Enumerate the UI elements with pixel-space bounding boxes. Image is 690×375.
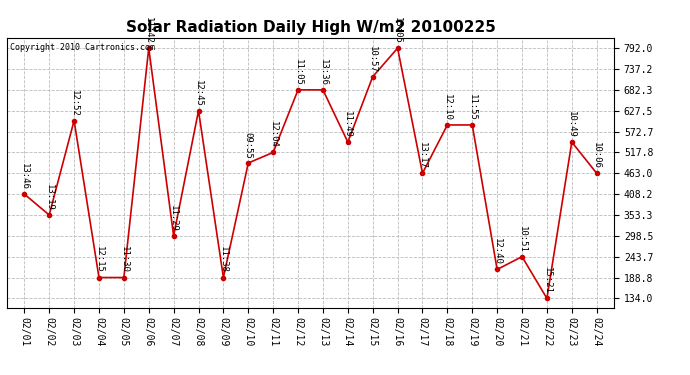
Text: 12:04: 12:04: [268, 122, 277, 148]
Text: 10:49: 10:49: [567, 111, 576, 138]
Text: 13:46: 13:46: [20, 163, 29, 190]
Text: 10:51: 10:51: [518, 226, 526, 252]
Text: 11:42: 11:42: [144, 17, 153, 44]
Text: 13:19: 13:19: [45, 184, 54, 211]
Text: 11:05: 11:05: [293, 59, 302, 86]
Text: 09:55: 09:55: [244, 132, 253, 159]
Text: 10:57: 10:57: [368, 46, 377, 72]
Text: 12:40: 12:40: [493, 238, 502, 265]
Text: Copyright 2010 Cartronics.com: Copyright 2010 Cartronics.com: [10, 43, 155, 52]
Text: 11:55: 11:55: [468, 94, 477, 121]
Text: 13:05: 13:05: [393, 17, 402, 44]
Text: 10:06: 10:06: [592, 142, 601, 169]
Text: 12:52: 12:52: [70, 90, 79, 116]
Text: 11:38: 11:38: [219, 246, 228, 273]
Text: 11:29: 11:29: [169, 205, 178, 232]
Text: 13:17: 13:17: [418, 142, 427, 169]
Text: 12:10: 12:10: [443, 94, 452, 121]
Text: 13:36: 13:36: [319, 59, 328, 86]
Text: 12:45: 12:45: [194, 80, 203, 106]
Text: 11:49: 11:49: [344, 111, 353, 138]
Text: 11:30: 11:30: [119, 246, 128, 273]
Title: Solar Radiation Daily High W/m2 20100225: Solar Radiation Daily High W/m2 20100225: [126, 20, 495, 35]
Text: 15:21: 15:21: [542, 267, 551, 294]
Text: 12:15: 12:15: [95, 246, 103, 273]
